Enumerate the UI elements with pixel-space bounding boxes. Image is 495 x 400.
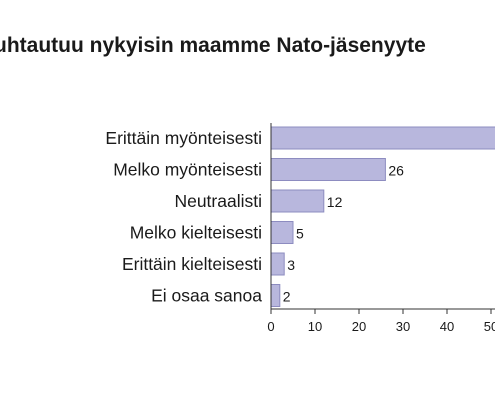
category-label-3: Melko kielteisesti xyxy=(130,223,262,243)
bar-2 xyxy=(270,189,325,213)
bar-0 xyxy=(270,126,495,150)
value-label-2: 12 xyxy=(327,194,343,210)
category-label-2: Neutraalisti xyxy=(174,191,262,211)
x-tick-label-3: 30 xyxy=(396,319,410,334)
bar-3 xyxy=(270,221,294,244)
category-label-0: Erittäin myönteisesti xyxy=(105,128,262,148)
x-tick-label-0: 0 xyxy=(267,319,274,334)
bars-group: Erittäin myönteisesti Melko myönteisesti 2… xyxy=(105,126,495,307)
category-label-1: Melko myönteisesti xyxy=(113,160,262,180)
x-tick-label-1: 10 xyxy=(308,319,322,334)
x-tick-label-2: 20 xyxy=(352,319,366,334)
x-axis: 0 10 20 30 40 50 xyxy=(267,123,495,334)
value-label-3: 5 xyxy=(296,226,304,242)
x-tick-label-5: 50 xyxy=(484,319,495,334)
bar-5 xyxy=(270,284,281,307)
value-label-4: 3 xyxy=(287,257,295,273)
value-label-1: 26 xyxy=(388,163,404,179)
chart-title: uhtautuu nykyisin maamme Nato-jäsenyyte xyxy=(0,34,426,57)
bar-1 xyxy=(270,158,386,181)
bar-4 xyxy=(270,252,285,276)
category-label-4: Erittäin kielteisesti xyxy=(122,254,262,274)
category-label-5: Ei osaa sanoa xyxy=(151,286,262,306)
x-tick-label-4: 40 xyxy=(440,319,454,334)
value-label-5: 2 xyxy=(283,289,291,305)
